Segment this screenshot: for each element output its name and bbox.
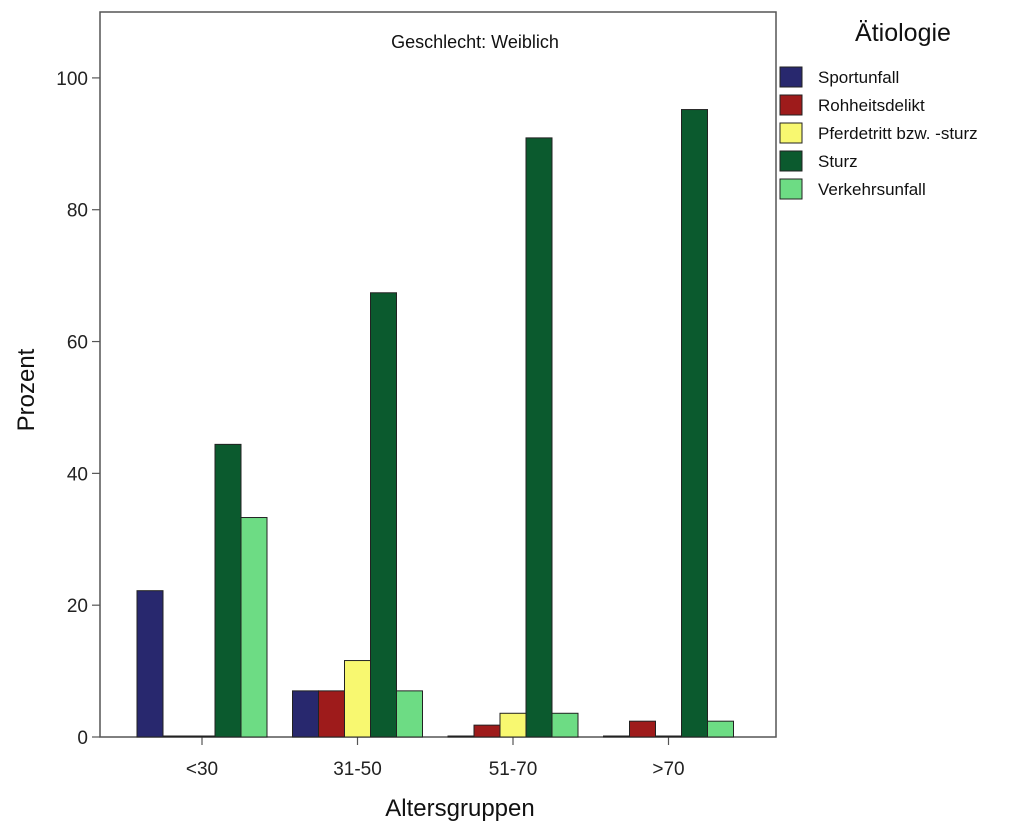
bar-verkehrsunfall-1 <box>396 690 423 738</box>
bar-sportunfall-1 <box>292 690 319 738</box>
bar-rohheitsdelikt-3 <box>629 720 656 738</box>
legend-swatch <box>779 150 803 172</box>
legend: Ätiologie Sportunfall Rohheitsdelikt Pferd… <box>779 19 978 200</box>
x-tick-label: <30 <box>186 759 218 780</box>
legend-swatch <box>779 122 803 144</box>
y-tick-label: 20 <box>67 596 88 617</box>
bar-sturz-0 <box>214 443 242 738</box>
bar-pferdetritt-bzw-sturz-3 <box>655 735 682 738</box>
y-tick-label: 100 <box>56 69 88 90</box>
bar-sportunfall-2 <box>447 735 475 738</box>
legend-label: Sportunfall <box>818 68 899 87</box>
legend-title: Ätiologie <box>855 19 951 47</box>
y-axis-title: Prozent <box>13 348 40 431</box>
legend-swatch <box>779 94 803 116</box>
bar-sturz-3 <box>681 109 708 738</box>
legend-label: Verkehrsunfall <box>818 180 926 199</box>
y-tick-label: 0 <box>77 728 88 749</box>
bar-rohheitsdelikt-2 <box>473 724 501 738</box>
bar-pferdetritt-bzw-sturz-0 <box>188 735 216 738</box>
bar-pferdetritt-bzw-sturz-1 <box>344 660 371 738</box>
bar-sportunfall-3 <box>603 735 630 738</box>
bar-sportunfall-0 <box>136 590 164 738</box>
bars-group <box>136 109 734 738</box>
bar-rohheitsdelikt-0 <box>162 735 190 738</box>
y-tick-label: 60 <box>67 333 88 354</box>
bar-pferdetritt-bzw-sturz-2 <box>499 712 527 738</box>
bar-sturz-2 <box>525 137 553 738</box>
legend-label: Pferdetritt bzw. -sturz <box>818 124 978 143</box>
y-axis: 0 20 40 60 80 100 <box>56 69 100 749</box>
x-tick-label: 51-70 <box>489 759 538 780</box>
bar-verkehrsunfall-3 <box>707 720 734 738</box>
bar-verkehrsunfall-0 <box>240 517 268 738</box>
x-tick-label: >70 <box>652 759 684 780</box>
plot-area <box>99 11 777 738</box>
legend-swatch <box>779 66 803 88</box>
legend-swatch <box>779 178 803 200</box>
bar-sturz-1 <box>370 292 397 738</box>
x-axis: <30 31-50 51-70 >70 <box>186 737 685 780</box>
bar-rohheitsdelikt-1 <box>318 690 345 738</box>
x-tick-label: 31-50 <box>333 759 382 780</box>
legend-label: Rohheitsdelikt <box>818 96 925 115</box>
legend-label: Sturz <box>818 152 858 171</box>
x-axis-title: Altersgruppen <box>385 795 534 822</box>
y-tick-label: 40 <box>67 464 88 485</box>
bar-verkehrsunfall-2 <box>551 712 579 738</box>
panel-title: Geschlecht: Weiblich <box>391 32 559 52</box>
y-tick-label: 80 <box>67 201 88 222</box>
